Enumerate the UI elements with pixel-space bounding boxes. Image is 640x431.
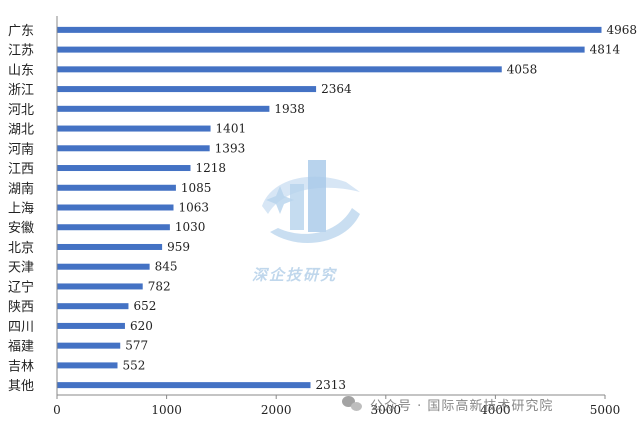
x-tick-label: 2000 [261,403,292,417]
bar [57,105,270,112]
bar [57,184,176,191]
category-label: 天津 [8,261,34,276]
value-label: 1218 [195,161,226,175]
credit-text: 公众号 · 国际高新技术研究院 [370,398,554,414]
bar [57,263,150,270]
bar [57,66,502,73]
value-label: 1063 [179,201,210,215]
category-label: 北京 [8,241,34,256]
bar [57,26,602,33]
category-label: 河南 [8,141,34,157]
category-label: 河北 [8,103,34,118]
category-label: 辽宁 [8,279,34,295]
value-label: 1938 [274,102,305,116]
bar [57,204,174,211]
value-label: 782 [148,279,171,293]
bar [57,342,121,349]
category-label: 江西 [8,162,34,177]
value-label: 552 [122,358,145,372]
x-tick-label: 0 [53,403,61,417]
value-label: 4058 [507,62,538,76]
value-label: 845 [155,260,178,274]
source-credit: 公众号 · 国际高新技术研究院 [342,394,553,414]
x-tick-label: 5000 [590,403,621,417]
value-label: 577 [125,339,148,353]
bar [57,243,163,250]
value-label: 1401 [216,122,247,136]
category-label: 浙江 [8,83,34,98]
bar [57,46,585,53]
x-tick-label: 3000 [371,403,402,417]
watermark-text: 深企技研究 [252,266,337,284]
value-label: 652 [133,299,156,313]
category-label: 其他 [8,379,34,394]
category-label: 上海 [8,202,34,217]
bar [57,322,125,329]
x-tick-label: 1000 [151,403,182,417]
bar [57,362,118,369]
category-label: 四川 [8,320,34,335]
category-label: 湖北 [8,123,34,138]
bar [57,145,210,152]
value-label: 620 [130,319,153,333]
category-label: 福建 [8,340,34,355]
category-label: 吉林 [8,359,34,374]
value-label: 2313 [316,378,347,392]
bar [57,125,211,132]
category-label: 广东 [8,24,34,39]
value-label: 1393 [215,141,246,155]
bar [57,86,317,93]
value-label: 2364 [321,82,352,96]
wechat-icon [342,396,364,412]
bar [57,224,170,231]
value-label: 959 [167,240,190,254]
bar [57,303,129,310]
bar [57,283,143,290]
value-label: 1085 [181,181,212,195]
category-label: 湖南 [8,181,34,197]
x-tick-label: 4000 [480,403,511,417]
watermark-logo: 深企技研究 [252,160,360,284]
value-label: 4814 [590,43,621,57]
bar [57,165,191,172]
category-label: 安徽 [8,221,34,236]
category-label: 山东 [8,63,34,78]
bar [57,382,311,389]
value-label: 1030 [175,220,206,234]
category-label: 陕西 [8,300,34,315]
category-label: 江苏 [8,43,34,59]
value-label: 4968 [606,23,637,37]
